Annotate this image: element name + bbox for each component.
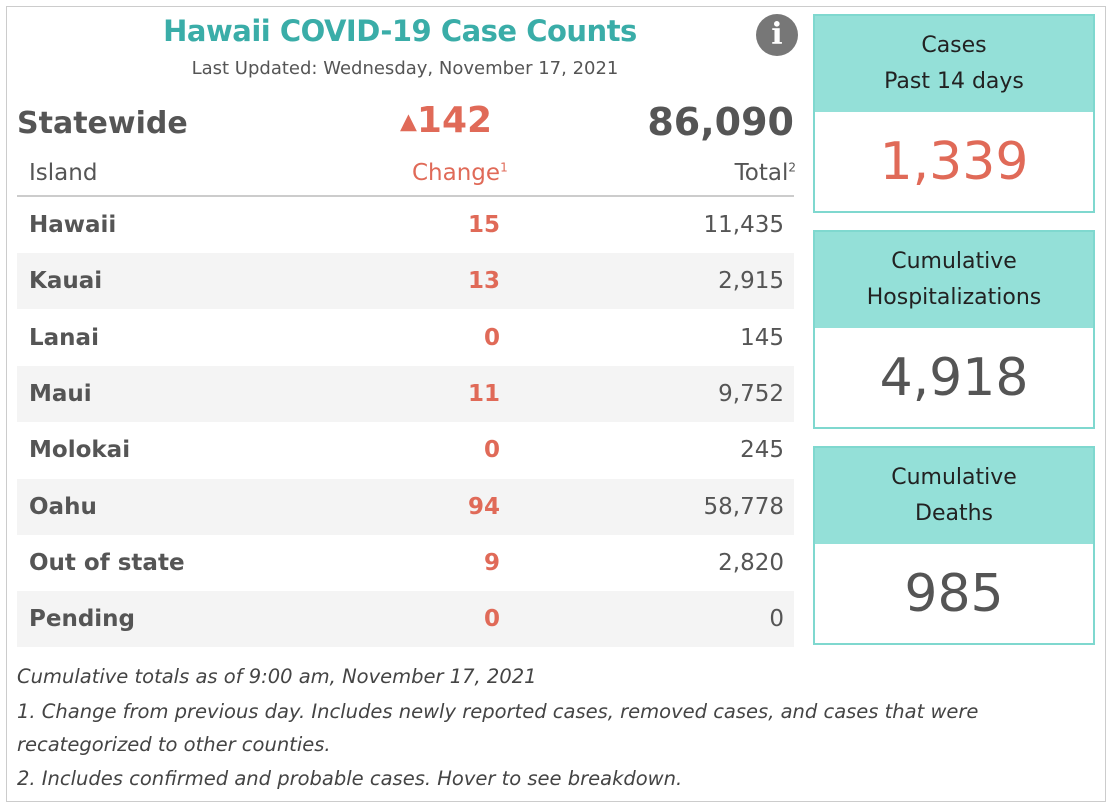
card-deaths[interactable]: Cumulative Deaths 985 bbox=[813, 446, 1095, 645]
total-value: 245 bbox=[740, 437, 784, 464]
footnote-ref-1: 1 bbox=[500, 160, 508, 175]
header-total: Total2 bbox=[735, 160, 796, 186]
table-row[interactable]: Oahu 94 58,778 bbox=[17, 478, 794, 535]
total-value: 58,778 bbox=[703, 493, 784, 520]
card-title-line2: Deaths bbox=[915, 501, 993, 526]
table-row[interactable]: Pending 0 0 bbox=[17, 591, 794, 648]
statewide-label: Statewide bbox=[17, 106, 188, 141]
footnote-ref-2: 2 bbox=[788, 160, 796, 175]
header-change: Change1 bbox=[412, 160, 508, 186]
change-value: 9 bbox=[483, 549, 500, 576]
up-arrow-icon: ▲ bbox=[400, 109, 417, 135]
card-value: 4,918 bbox=[879, 348, 1029, 408]
info-icon[interactable]: i bbox=[756, 14, 798, 56]
total-value: 9,752 bbox=[718, 380, 784, 407]
total-value: 2,915 bbox=[718, 268, 784, 295]
last-updated: Last Updated: Wednesday, November 17, 20… bbox=[191, 58, 619, 79]
island-name: Lanai bbox=[29, 324, 99, 351]
card-hospitalizations[interactable]: Cumulative Hospitalizations 4,918 bbox=[813, 230, 1095, 429]
header-change-label: Change bbox=[412, 160, 501, 186]
card-value: 985 bbox=[904, 564, 1004, 624]
island-name: Out of state bbox=[29, 549, 185, 576]
dashboard-frame bbox=[6, 6, 1106, 802]
change-value: 0 bbox=[483, 324, 500, 351]
total-value: 2,820 bbox=[718, 549, 784, 576]
island-name: Hawaii bbox=[29, 212, 117, 238]
total-value: 0 bbox=[769, 606, 784, 633]
table-row[interactable]: Kauai 13 2,915 bbox=[17, 253, 794, 310]
change-value: 13 bbox=[467, 268, 500, 295]
statewide-change-value: 142 bbox=[416, 100, 493, 141]
change-value: 11 bbox=[467, 380, 500, 407]
island-name: Pending bbox=[29, 606, 136, 633]
card-title-line1: Cumulative bbox=[891, 249, 1017, 274]
island-name: Kauai bbox=[29, 268, 103, 295]
card-title-line1: Cumulative bbox=[891, 465, 1017, 490]
island-name: Maui bbox=[29, 380, 92, 407]
footnote-2: 2. Includes confirmed and probable cases… bbox=[17, 767, 683, 790]
table-row[interactable]: Lanai 0 145 bbox=[17, 310, 794, 366]
table-row[interactable]: Hawaii 15 11,435 bbox=[17, 197, 794, 253]
card-title-line2: Hospitalizations bbox=[866, 285, 1042, 310]
table-row[interactable]: Molokai 0 245 bbox=[17, 422, 794, 478]
statewide-change: ▲142 bbox=[400, 100, 492, 141]
island-name: Oahu bbox=[29, 493, 97, 520]
card-title-line2: Past 14 days bbox=[884, 69, 1024, 94]
page-title: Hawaii COVID-19 Case Counts bbox=[163, 14, 637, 48]
change-value: 15 bbox=[467, 212, 500, 238]
island-name: Molokai bbox=[29, 437, 131, 464]
card-value: 1,339 bbox=[879, 132, 1029, 192]
change-value: 94 bbox=[467, 493, 500, 520]
statewide-total: 86,090 bbox=[647, 100, 794, 144]
table-row[interactable]: Out of state 9 2,820 bbox=[17, 535, 794, 591]
header-island: Island bbox=[29, 160, 98, 186]
footnote-1-cont: recategorized to other counties. bbox=[17, 733, 331, 756]
change-value: 0 bbox=[483, 437, 500, 464]
total-value: 11,435 bbox=[703, 212, 784, 238]
card-title-line1: Cases bbox=[921, 33, 987, 58]
change-value: 0 bbox=[483, 606, 500, 633]
header-divider bbox=[17, 195, 794, 197]
table-row[interactable]: Maui 11 9,752 bbox=[17, 365, 794, 422]
footnote-1: 1. Change from previous day. Includes ne… bbox=[17, 700, 979, 723]
card-cases-14-days[interactable]: Cases Past 14 days 1,339 bbox=[813, 14, 1095, 213]
footnote-timestamp: Cumulative totals as of 9:00 am, Novembe… bbox=[17, 665, 537, 688]
header-total-label: Total bbox=[734, 160, 789, 186]
total-value: 145 bbox=[740, 324, 784, 351]
